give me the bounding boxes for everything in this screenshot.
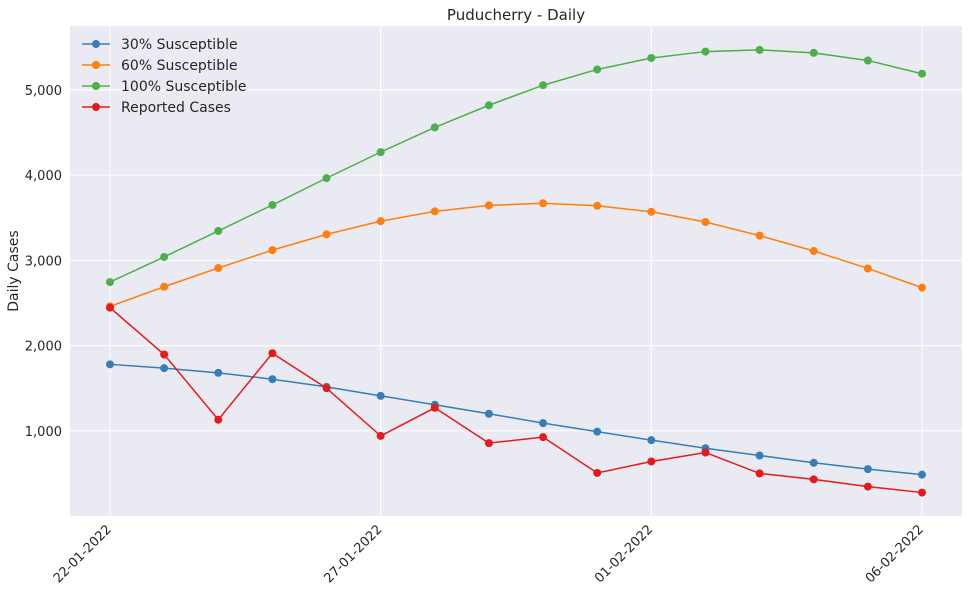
y-tick-label: 4,000 xyxy=(25,169,62,184)
data-point xyxy=(322,174,331,183)
data-point xyxy=(809,475,818,484)
data-point xyxy=(755,451,764,460)
x-tick-label: 22-01-2022 xyxy=(51,522,115,586)
data-point xyxy=(160,350,169,359)
y-tick-label: 1,000 xyxy=(25,425,62,440)
data-point xyxy=(593,468,602,477)
data-point xyxy=(863,465,872,474)
data-point xyxy=(809,458,818,467)
data-point xyxy=(430,207,439,216)
data-point xyxy=(484,409,493,418)
data-point xyxy=(701,448,710,457)
y-tick-label: 3,000 xyxy=(25,254,62,269)
legend-label: 100% Susceptible xyxy=(121,79,247,95)
data-point xyxy=(376,217,385,226)
data-point xyxy=(539,199,548,208)
x-tick-label: 27-01-2022 xyxy=(321,522,385,586)
data-point xyxy=(214,264,223,273)
data-point xyxy=(647,436,656,445)
data-point xyxy=(539,419,548,428)
x-tick-label: 06-02-2022 xyxy=(863,522,927,586)
data-point xyxy=(160,364,169,373)
legend-item: Reported Cases xyxy=(82,100,231,116)
data-point xyxy=(647,457,656,466)
y-tick-label: 2,000 xyxy=(25,340,62,355)
legend: 30% Susceptible 60% Susceptible 100% Susce… xyxy=(82,37,247,116)
data-point xyxy=(647,207,656,216)
legend-marker xyxy=(92,103,100,111)
series-lines xyxy=(106,45,926,497)
data-point xyxy=(214,226,223,235)
series-reported-cases xyxy=(106,303,926,497)
chart-title: Puducherry - Daily xyxy=(447,6,585,24)
data-point xyxy=(918,488,926,497)
data-point xyxy=(701,218,710,226)
data-point xyxy=(647,53,656,62)
data-point xyxy=(593,65,602,74)
data-point xyxy=(268,349,277,358)
data-point xyxy=(539,433,548,442)
data-point xyxy=(918,283,926,292)
data-point xyxy=(484,201,493,210)
data-point xyxy=(701,47,710,56)
data-point xyxy=(539,81,548,90)
legend-label: 60% Susceptible xyxy=(121,58,238,74)
x-tick-label: 01-02-2022 xyxy=(592,522,656,586)
series-line xyxy=(109,363,923,476)
data-point xyxy=(593,427,602,436)
legend-label: 30% Susceptible xyxy=(121,37,238,53)
y-tick-label: 5,000 xyxy=(25,84,62,99)
legend-item: 60% Susceptible xyxy=(82,58,238,74)
series-line xyxy=(109,49,923,283)
data-point xyxy=(918,69,926,78)
data-point xyxy=(430,123,439,132)
data-point xyxy=(430,403,439,412)
legend-item: 30% Susceptible xyxy=(82,37,238,53)
data-point xyxy=(863,482,872,491)
data-point xyxy=(376,391,385,400)
legend-marker xyxy=(92,82,100,90)
series-line xyxy=(109,307,923,494)
data-point xyxy=(755,45,764,54)
data-point xyxy=(755,469,764,478)
data-point xyxy=(322,384,331,393)
y-axis-ticks: 1,000 2,000 3,000 4,000 5,000 xyxy=(25,84,62,440)
data-point xyxy=(160,282,169,291)
data-point xyxy=(214,368,223,377)
data-point xyxy=(106,360,114,369)
data-point xyxy=(214,415,223,424)
data-point xyxy=(106,303,114,312)
y-axis-label: Daily Cases xyxy=(6,230,22,311)
data-point xyxy=(863,264,872,273)
x-axis-ticks: 22-01-2022 27-01-2022 01-02-2022 06-02-2022 xyxy=(51,522,927,586)
data-point xyxy=(106,278,114,287)
data-point xyxy=(376,431,385,440)
data-point xyxy=(376,148,385,157)
data-point xyxy=(268,246,277,255)
data-point xyxy=(863,56,872,65)
data-point xyxy=(268,200,277,209)
data-point xyxy=(268,375,277,384)
series-line xyxy=(109,202,923,308)
legend-label: Reported Cases xyxy=(121,100,231,116)
data-point xyxy=(322,230,331,239)
data-point xyxy=(160,252,169,261)
data-point xyxy=(809,246,818,255)
legend-marker xyxy=(92,40,100,48)
data-point xyxy=(484,439,493,448)
legend-item: 100% Susceptible xyxy=(82,79,247,95)
data-point xyxy=(809,48,818,57)
data-point xyxy=(484,101,493,110)
legend-marker xyxy=(92,61,100,69)
data-point xyxy=(918,470,926,479)
series-100-susceptible xyxy=(106,45,926,287)
data-point xyxy=(755,231,764,240)
data-point xyxy=(593,201,602,210)
